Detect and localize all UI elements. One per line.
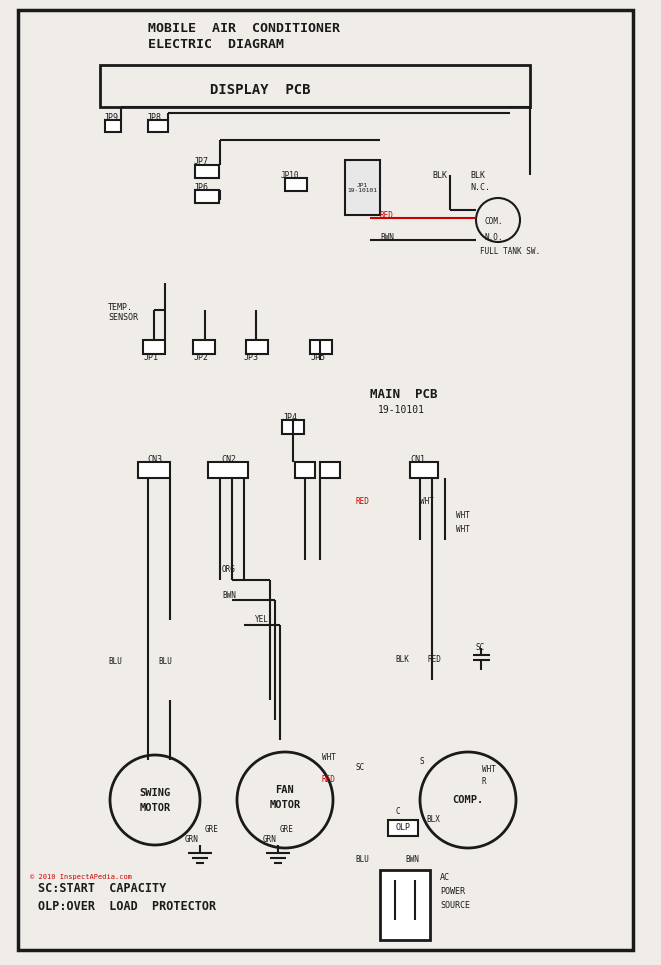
Text: SENSOR: SENSOR [108, 314, 138, 322]
Text: GRE: GRE [280, 825, 294, 835]
Bar [282, 420, 304, 434]
Text: COMP.: COMP. [452, 795, 484, 805]
Bar [320, 462, 340, 478]
Text: JP4: JP4 [283, 413, 298, 423]
Text: BLK: BLK [432, 171, 447, 179]
Text: WHT: WHT [456, 526, 470, 535]
Text: WHT: WHT [420, 498, 434, 507]
Text: BLU: BLU [158, 657, 172, 667]
Bar [295, 462, 315, 478]
Text: SC: SC [475, 644, 485, 652]
Bar [410, 462, 438, 478]
Text: BLX: BLX [426, 815, 440, 824]
Text: ORG: ORG [222, 565, 236, 574]
Text: FAN: FAN [276, 785, 294, 795]
Text: TEMP.: TEMP. [108, 304, 133, 313]
Text: POWER: POWER [440, 888, 465, 896]
Text: WHT: WHT [322, 754, 336, 762]
Bar [208, 462, 248, 478]
Text: RED: RED [428, 655, 442, 665]
Text: OLP: OLP [395, 823, 410, 833]
Text: JP6: JP6 [194, 182, 209, 191]
Bar [388, 820, 418, 836]
Text: BLU: BLU [355, 856, 369, 865]
Text: N.O.: N.O. [485, 233, 503, 241]
Text: BLU: BLU [108, 657, 122, 667]
Text: 19-10101: 19-10101 [378, 405, 425, 415]
Text: WHT: WHT [456, 510, 470, 519]
Text: BWN: BWN [380, 234, 394, 242]
Bar [138, 462, 170, 478]
Text: GRE: GRE [205, 825, 219, 835]
Text: ELECTRIC  DIAGRAM: ELECTRIC DIAGRAM [148, 38, 284, 50]
Text: SC: SC [355, 763, 364, 773]
Bar [195, 190, 219, 203]
Text: JP9: JP9 [104, 113, 119, 122]
Text: BWN: BWN [405, 856, 419, 865]
Text: MOBILE  AIR  CONDITIONER: MOBILE AIR CONDITIONER [148, 21, 340, 35]
Text: GRN: GRN [263, 836, 277, 844]
Text: CN1: CN1 [410, 455, 425, 464]
Text: MOTOR: MOTOR [270, 800, 301, 810]
Text: WHT: WHT [482, 765, 496, 775]
Text: JP10: JP10 [281, 171, 299, 179]
Text: COM.: COM. [485, 217, 503, 227]
Text: BLK: BLK [470, 171, 485, 179]
Text: JP7: JP7 [194, 157, 209, 167]
Text: RED: RED [322, 776, 336, 785]
Text: BWN: BWN [222, 591, 236, 599]
Text: RED: RED [380, 210, 394, 219]
Text: N.C.: N.C. [470, 183, 490, 192]
Bar [310, 340, 332, 354]
Bar [100, 65, 530, 107]
Text: FULL TANK SW.: FULL TANK SW. [480, 247, 540, 257]
Text: R: R [482, 778, 486, 786]
Bar [105, 120, 121, 132]
Bar [246, 340, 268, 354]
Text: CN3: CN3 [147, 455, 162, 464]
Bar [143, 340, 165, 354]
Text: JP3: JP3 [244, 353, 259, 363]
Text: MOTOR: MOTOR [139, 803, 171, 813]
Text: CN2: CN2 [221, 455, 236, 464]
Text: RED: RED [355, 498, 369, 507]
Bar [345, 160, 380, 215]
Text: YEL: YEL [255, 616, 269, 624]
Text: JP1: JP1 [144, 353, 159, 363]
Text: DISPLAY  PCB: DISPLAY PCB [210, 83, 310, 97]
Bar [285, 178, 307, 191]
Text: SOURCE: SOURCE [440, 901, 470, 911]
Bar [193, 340, 215, 354]
Text: S: S [420, 758, 424, 766]
Text: C: C [395, 808, 400, 816]
Text: JP8: JP8 [147, 113, 162, 122]
Text: AC: AC [440, 873, 450, 883]
Text: SWING: SWING [139, 788, 171, 798]
Text: JP5: JP5 [311, 353, 326, 363]
Text: BLK: BLK [395, 655, 409, 665]
Text: JP2: JP2 [194, 353, 209, 363]
Bar [148, 120, 168, 132]
Text: GRN: GRN [185, 836, 199, 844]
Text: JP1
19-10101: JP1 19-10101 [347, 182, 377, 193]
Text: SC:START  CAPACITY: SC:START CAPACITY [38, 881, 167, 895]
Bar [195, 165, 219, 178]
Text: MAIN  PCB: MAIN PCB [370, 389, 438, 401]
Bar [380, 870, 430, 940]
Text: © 2010 InspectAPedia.com: © 2010 InspectAPedia.com [30, 874, 132, 880]
Text: OLP:OVER  LOAD  PROTECTOR: OLP:OVER LOAD PROTECTOR [38, 899, 216, 913]
